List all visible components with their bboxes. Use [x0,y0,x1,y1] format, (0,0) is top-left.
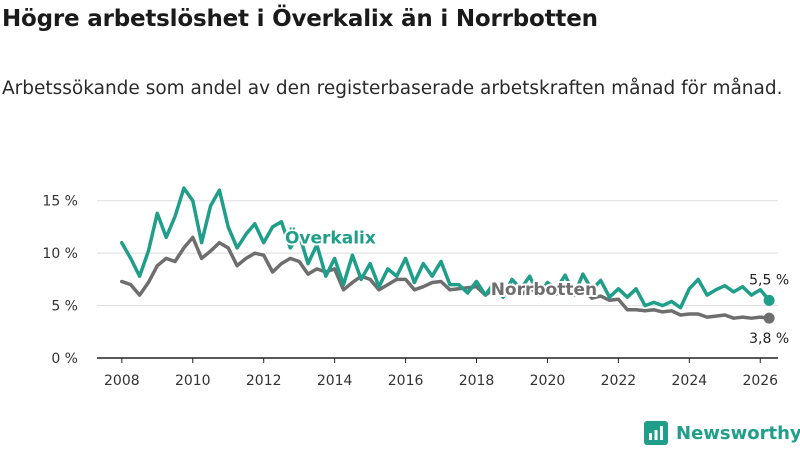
series-line-verkalix [120,186,771,310]
chart-title: Högre arbetslöshet i Överkalix än i Norr… [2,6,598,32]
y-tick-label: 10 % [42,246,78,262]
logo-text: Newsworthy [676,422,800,444]
chart-subtitle: Arbetssökande som andel av den registerb… [2,78,783,99]
x-tick-label: 2026 [742,373,778,389]
x-tick-label: 2018 [459,373,495,389]
x-tick-label: 2010 [175,373,211,389]
series-line-norrbotten [120,235,771,320]
newsworthy-logo[interactable]: Newsworthy [644,418,800,448]
x-tick-label: 2008 [104,373,140,389]
x-tick-label: 2020 [530,373,566,389]
x-tick-label: 2012 [246,373,282,389]
y-tick-label: 15 % [42,194,78,210]
x-tick-label: 2024 [672,373,708,389]
endpoint-norrbotten [763,312,775,324]
x-tick-label: 2016 [388,373,424,389]
x-tick-label: 2014 [317,373,353,389]
series-label-norrbotten: Norrbotten [491,280,597,300]
series-label-overkalix: Överkalix [285,227,376,249]
end-label-norrbotten: 3,8 % [749,331,789,347]
y-tick-label: 0 % [51,351,78,367]
end-label-overkalix: 5,5 % [749,272,789,288]
x-tick-label: 2022 [601,373,637,389]
endpoint-overkalix [763,294,775,306]
bar-chart-logo-icon [644,421,668,445]
y-tick-label: 5 % [51,299,78,315]
